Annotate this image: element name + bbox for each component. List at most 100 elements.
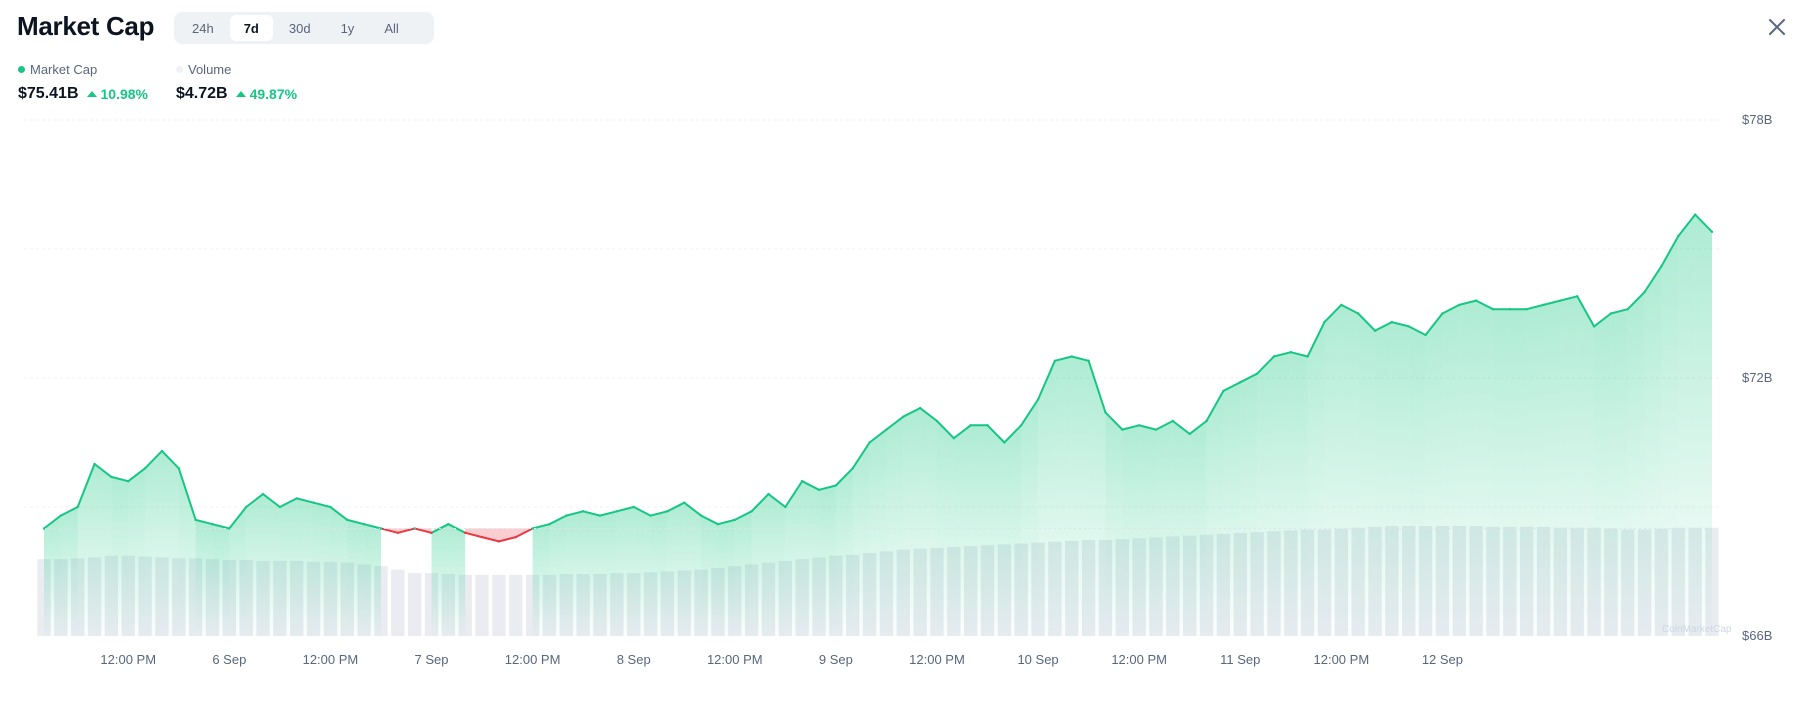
- area-segment: [1071, 356, 1089, 636]
- x-axis: 12:00 PM 6 Sep 12:00 PM 7 Sep 12:00 PM 8 Sep 1…: [100, 652, 1463, 667]
- data-point: [632, 505, 635, 509]
- data-point: [312, 501, 315, 504]
- data-point: [362, 523, 366, 526]
- data-point: [918, 406, 922, 410]
- area-segment: [667, 502, 685, 636]
- y-axis: $78B $72B $66B: [1742, 112, 1772, 643]
- legend-market-cap[interactable]: Market Cap: [18, 62, 97, 77]
- data-point: [1660, 265, 1663, 268]
- data-point: [447, 523, 450, 526]
- data-point: [211, 523, 214, 526]
- area-segment: [920, 408, 937, 636]
- area-segment: [600, 511, 617, 636]
- data-point: [733, 518, 736, 522]
- area-segment: [1105, 412, 1123, 636]
- line-segment: [245, 493, 265, 508]
- line-segment: [110, 475, 130, 483]
- x-tick-label: 12:00 PM: [707, 652, 763, 667]
- area-segment-negative: [465, 528, 483, 538]
- area-segment: [1088, 360, 1106, 636]
- data-point: [851, 467, 854, 470]
- line-segment: [1171, 420, 1191, 435]
- area-segment: [869, 429, 887, 636]
- tab-30d[interactable]: 30d: [288, 20, 311, 36]
- line-segment: [1441, 303, 1461, 315]
- data-point: [177, 467, 180, 470]
- data-point: [885, 428, 888, 431]
- close-icon: [1769, 19, 1785, 35]
- data-point: [649, 514, 652, 517]
- area-segment: [1594, 313, 1611, 636]
- volume-bar: [509, 574, 523, 636]
- data-point: [430, 531, 433, 534]
- line-segment: [278, 497, 298, 508]
- x-tick-label: 12:00 PM: [909, 652, 965, 667]
- line-segment: [565, 510, 585, 517]
- line-segment: [312, 501, 332, 508]
- area-segment: [701, 515, 718, 636]
- line-segment: [666, 501, 686, 513]
- data-point: [1559, 299, 1562, 302]
- data-point: [548, 523, 551, 526]
- line-segment: [76, 463, 96, 508]
- data-point: [1542, 303, 1545, 307]
- data-point: [110, 475, 113, 479]
- page-title: Market Cap: [17, 11, 155, 41]
- data-point: [986, 424, 989, 427]
- data-point: [1323, 320, 1326, 324]
- tab-7d[interactable]: 7d: [229, 15, 273, 41]
- data-point: [93, 462, 96, 466]
- data-point: [379, 527, 383, 530]
- data-point: [1677, 234, 1680, 238]
- area-segment: [751, 494, 769, 636]
- line-segment: [43, 514, 62, 530]
- data-point: [565, 514, 568, 517]
- line-segment: [1694, 213, 1713, 233]
- data-point: [396, 531, 400, 534]
- legend-volume[interactable]: Volume: [176, 62, 231, 77]
- watermark-text: CoinMarketCap: [1662, 624, 1732, 635]
- data-point: [1306, 355, 1309, 358]
- close-button[interactable]: [1764, 14, 1790, 40]
- caret-up-icon: [86, 91, 97, 97]
- area-segment: [1054, 356, 1072, 636]
- volume-bar: [475, 574, 489, 636]
- line-segment: [851, 441, 871, 470]
- data-point: [969, 424, 972, 427]
- line-segment: [767, 493, 787, 508]
- volume-bar: [391, 569, 405, 636]
- data-point: [1508, 308, 1512, 311]
- line-segment: [1475, 299, 1494, 311]
- area-segment: [111, 476, 129, 636]
- area-segment: [583, 511, 600, 636]
- data-point: [1592, 325, 1596, 328]
- area-segment: [785, 481, 803, 636]
- tab-1y[interactable]: 1y: [340, 20, 355, 36]
- data-point: [127, 480, 130, 483]
- data-point: [935, 419, 939, 423]
- tab-all[interactable]: All: [384, 20, 399, 36]
- data-point: [750, 510, 753, 513]
- area-segment: [364, 524, 381, 636]
- area-segment: [717, 519, 735, 636]
- data-point: [1154, 428, 1158, 431]
- line-segment: [834, 467, 854, 487]
- data-point: [1441, 312, 1444, 315]
- area-segment: [903, 408, 921, 636]
- tab-24h[interactable]: 24h: [192, 20, 214, 36]
- data-point: [1053, 359, 1057, 362]
- x-tick-label: 8 Sep: [617, 652, 651, 667]
- line-segment: [211, 523, 231, 530]
- data-point: [1036, 398, 1040, 401]
- x-tick-label: 12:00 PM: [1314, 652, 1370, 667]
- line-segment: [1593, 312, 1612, 328]
- data-point: [1087, 359, 1090, 362]
- change-text: 49.87%: [249, 86, 298, 102]
- data-point: [1272, 355, 1276, 358]
- area-segment: [94, 464, 112, 636]
- line-segment: [144, 450, 163, 470]
- data-point: [1491, 308, 1495, 311]
- area-segment: [263, 494, 280, 636]
- data-point: [531, 527, 534, 530]
